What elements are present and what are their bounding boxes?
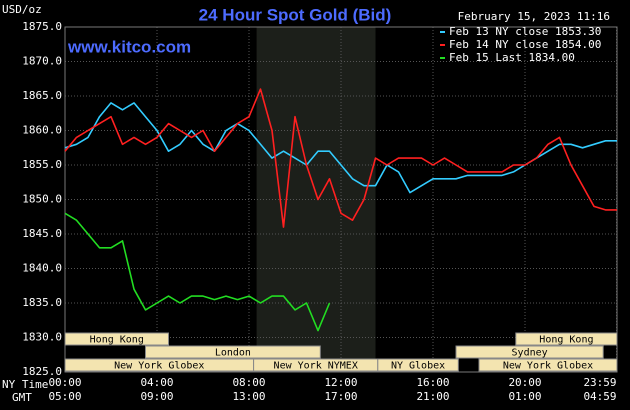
x2-tick-label: 13:00 xyxy=(232,390,265,403)
y-tick-label: 1875.0 xyxy=(22,20,62,33)
x-tick-label: 00:00 xyxy=(48,376,81,389)
session-bar xyxy=(377,358,459,372)
x2-tick-label: 17:00 xyxy=(324,390,357,403)
y-tick-label: 1845.0 xyxy=(22,227,62,240)
legend-label: Feb 15 Last 1834.00 xyxy=(449,51,575,64)
session-label: Hong Kong xyxy=(539,335,593,346)
x2-tick-label: 04:59 xyxy=(583,390,616,403)
legend-label: Feb 14 NY close 1854.00 xyxy=(449,38,601,51)
series-line xyxy=(64,88,617,228)
x-tick-label: 04:00 xyxy=(140,376,173,389)
x2-tick-label: 01:00 xyxy=(508,390,541,403)
y-tick-label: 1870.0 xyxy=(22,55,62,68)
chart-title: 24 Hour Spot Gold (Bid) xyxy=(199,5,392,24)
y-tick-label: 1825.0 xyxy=(22,365,62,378)
session-bar xyxy=(478,358,618,372)
x2-axis-label: GMT xyxy=(12,391,32,404)
session-bar xyxy=(455,345,604,359)
session-label: New York NYMEX xyxy=(274,361,358,372)
session-label: Sydney xyxy=(512,348,548,359)
session-label: New York Globex xyxy=(114,361,204,372)
session-label: NY Globex xyxy=(391,361,445,372)
x2-tick-label: 09:00 xyxy=(140,390,173,403)
y-tick-label: 1830.0 xyxy=(22,331,62,344)
legend-label: Feb 13 NY close 1853.30 xyxy=(449,25,601,38)
series-line xyxy=(64,212,331,332)
plot-frame xyxy=(64,26,618,373)
x-tick-label: 16:00 xyxy=(416,376,449,389)
y-tick-label: 1840.0 xyxy=(22,262,62,275)
session-label: New York Globex xyxy=(503,361,593,372)
x2-tick-label: 21:00 xyxy=(416,390,449,403)
x-tick-label: 20:00 xyxy=(508,376,541,389)
y-tick-label: 1865.0 xyxy=(22,89,62,102)
y-tick-label: 1850.0 xyxy=(22,193,62,206)
y-tick-label: 1855.0 xyxy=(22,158,62,171)
x-tick-label: 23:59 xyxy=(583,376,616,389)
watermark: www.kitco.com xyxy=(67,37,191,56)
shaded-range xyxy=(256,27,376,372)
y-tick-label: 1860.0 xyxy=(22,124,62,137)
session-bar xyxy=(64,332,169,346)
session-label: London xyxy=(215,348,251,359)
timestamp: February 15, 2023 11:16 xyxy=(458,10,610,23)
y-axis-label: USD/oz xyxy=(2,3,42,16)
y-tick-label: 1835.0 xyxy=(22,296,62,309)
x-tick-label: 08:00 xyxy=(232,376,265,389)
x-axis-label: NY Time xyxy=(2,378,48,391)
session-bar xyxy=(145,345,321,359)
session-bar xyxy=(515,332,618,346)
x2-tick-label: 05:00 xyxy=(48,390,81,403)
session-label: Hong Kong xyxy=(90,335,144,346)
x-tick-label: 12:00 xyxy=(324,376,357,389)
